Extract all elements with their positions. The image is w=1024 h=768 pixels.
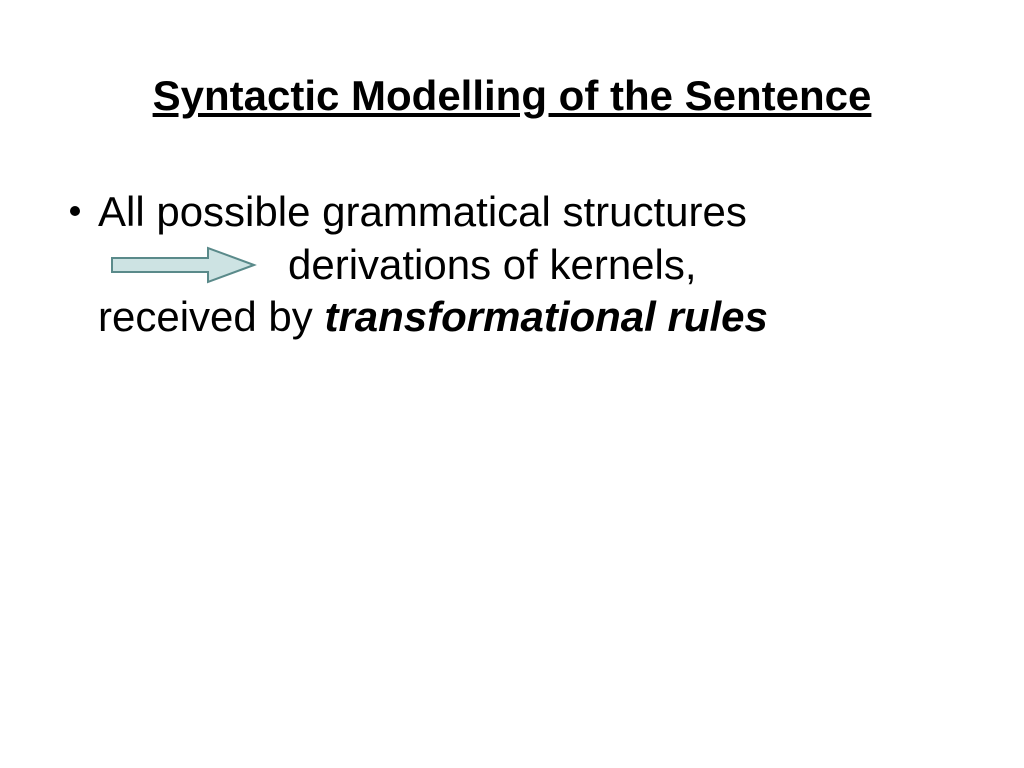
slide-title: Syntactic Modelling of the Sentence: [0, 72, 1024, 120]
bullet-line-3-emphasis: transformational rules: [324, 293, 767, 340]
bullet-item: All possible grammatical structures deri…: [70, 186, 960, 344]
bullet-marker: [70, 206, 80, 216]
bullet-line-1: All possible grammatical structures: [98, 186, 960, 239]
slide-body: All possible grammatical structures deri…: [70, 186, 960, 344]
bullet-text: All possible grammatical structures deri…: [98, 186, 960, 344]
bullet-line-2-text: derivations of kernels,: [288, 239, 960, 292]
arrow-shape: [112, 248, 254, 282]
bullet-line-2: derivations of kernels,: [98, 239, 960, 292]
arrow-right-icon: [98, 244, 288, 286]
bullet-line-3: received by transformational rules: [98, 291, 960, 344]
bullet-line-3-prefix: received by: [98, 293, 324, 340]
slide: Syntactic Modelling of the Sentence All …: [0, 0, 1024, 768]
